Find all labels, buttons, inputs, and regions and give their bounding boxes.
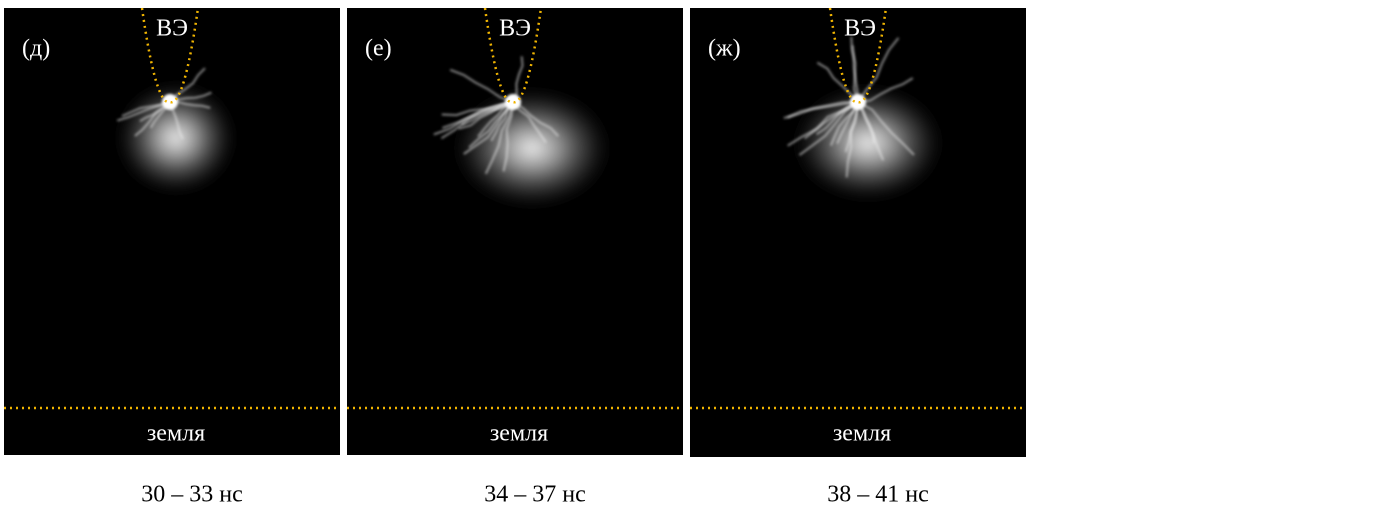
time-caption: 38 – 41 нс [827,482,929,508]
electrode-label: ВЭ [156,16,188,42]
electrode-tip-glow [850,94,866,110]
streamer [433,101,514,136]
streamer [850,36,859,103]
electrode-tip-glow [505,94,521,110]
streamer [857,101,915,156]
electrode-label: ВЭ [499,16,531,42]
streamer [857,77,914,103]
electrode-tip-glow [162,94,178,110]
streamer [512,101,547,144]
photo-background [4,8,340,455]
panel-letter: (д) [22,36,50,62]
photo-background [347,8,683,455]
streamer [815,101,859,136]
time-caption: 34 – 37 нс [484,482,586,508]
streamer [502,101,514,172]
time-caption: 30 – 33 нс [141,482,243,508]
discharge-glow [790,83,946,203]
electrode-label: ВЭ [844,16,876,42]
streamer [857,37,900,103]
streamer [829,101,859,146]
streamer [857,101,885,161]
streamer [116,101,171,122]
ground-label: земля [490,421,548,447]
streamer [449,68,514,103]
streamer [468,101,514,149]
ground-label: земля [833,421,891,447]
streamer [845,101,859,178]
streamer [816,61,859,103]
photo-background [690,8,1026,457]
panel: (е) ВЭ земля 34 – 37 нс [347,7,683,508]
streamer [798,101,859,156]
streamer [169,67,206,103]
streamer [484,101,514,175]
panel: (ж) ВЭ земля 38 – 41 нс [690,7,1026,508]
panel-letter: (ж) [708,36,741,62]
panel: (д) ВЭ земля 30 – 33 нс [4,7,340,508]
panel-letter: (е) [365,36,392,62]
streamer [786,101,859,119]
discharge-glow [450,86,614,210]
ground-label: земля [147,421,205,447]
streamer [512,101,560,137]
discharge-glow [114,80,238,196]
streamer [461,101,514,126]
